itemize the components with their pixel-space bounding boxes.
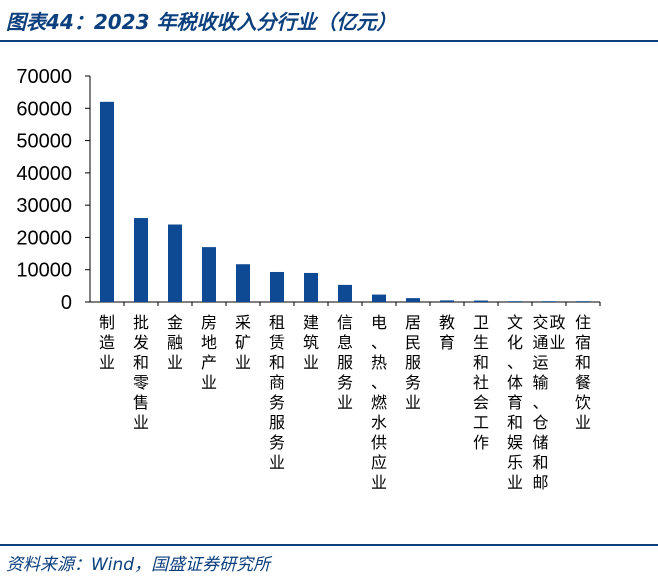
bar: [100, 101, 114, 302]
bar: [168, 224, 182, 302]
figure-title: 图表44：2023 年税收收入分行业（亿元）: [6, 10, 397, 34]
bar: [508, 301, 522, 302]
bar: [474, 300, 488, 302]
bar: [236, 264, 250, 302]
x-tick-label: 批发和零售业: [133, 313, 149, 432]
bar: [440, 300, 454, 302]
bar: [372, 294, 386, 302]
x-tick-label: 建筑业: [303, 313, 319, 372]
y-tick-label: 20000: [16, 227, 72, 249]
bar: [338, 284, 352, 302]
bar-chart: 0 10000 20000 30000 40000 50000 60000 70000 制造业 批…: [16, 66, 601, 492]
bar: [134, 218, 148, 302]
x-tick-label: 住宿和餐饮业: [575, 313, 591, 432]
bar: [304, 272, 318, 302]
x-tick-label: 制造业: [99, 313, 115, 372]
x-tick-label: 居民服务业: [405, 313, 421, 412]
title-rule: [0, 40, 658, 42]
x-tick-label: 卫生和社会工作: [473, 313, 489, 452]
x-tick-label: 信息服务业: [337, 313, 353, 412]
bar: [576, 301, 590, 302]
bar: [202, 247, 216, 302]
y-tick-label: 30000: [16, 195, 72, 217]
bar: [270, 271, 284, 302]
source-rule: [0, 544, 658, 546]
x-tick-label: 交通运输、仓储和邮政业: [532, 313, 565, 492]
y-tick-label: 70000: [16, 66, 72, 88]
y-tick-label: 40000: [16, 163, 72, 185]
x-tick-label: 电、热、燃水供应业: [371, 313, 387, 492]
y-tick-label: 50000: [16, 131, 72, 153]
source-note: 资料来源：Wind，国盛证券研究所: [6, 555, 271, 575]
bar: [406, 298, 420, 302]
y-tick-label: 0: [61, 292, 72, 314]
x-tick-label: 金融业: [167, 313, 183, 372]
x-tick-label: 文化、体育和娱乐业: [507, 313, 523, 492]
x-tick-label: 租赁和商务服务业: [269, 313, 285, 472]
x-tick-label: 房地产业: [201, 313, 217, 392]
y-tick-label: 10000: [16, 260, 72, 282]
y-tick-label: 60000: [16, 98, 72, 120]
x-tick-label: 教育: [439, 313, 455, 352]
x-tick-label: 采矿业: [235, 313, 251, 372]
bar: [542, 301, 556, 302]
